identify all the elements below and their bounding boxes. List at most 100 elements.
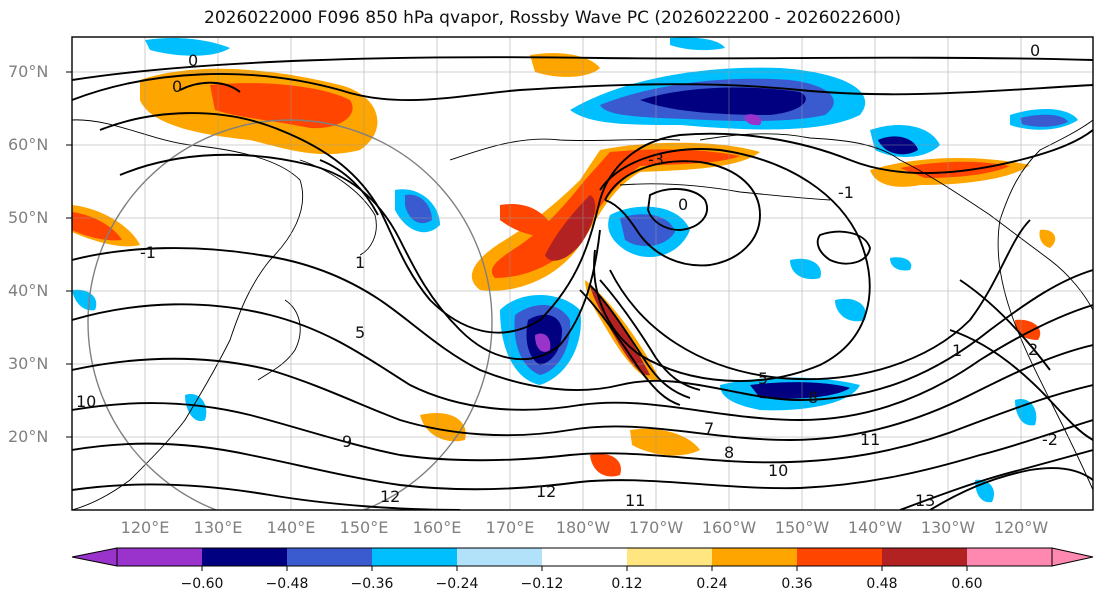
contour-label: 0: [678, 195, 688, 214]
colorbar-segment: [967, 548, 1052, 566]
lon-label-170e: 170°E: [485, 518, 535, 537]
colorbar-segment: [882, 548, 967, 566]
contour-label: 11: [625, 491, 645, 510]
contour-label: 5: [355, 323, 365, 342]
lat-label-50n: 50°N: [8, 208, 49, 227]
contour-line: [579, 289, 681, 406]
colorbar-outline: [116, 547, 1053, 567]
lon-label-120e: 120°E: [120, 518, 170, 537]
colorbar-extend-low: [71, 547, 118, 567]
contour-line: [609, 219, 1031, 381]
colorbar-segment: [797, 548, 882, 566]
contour-label: 8: [808, 388, 818, 407]
colorbar-tick-label: −0.48: [265, 576, 309, 592]
colorbar-extend-high: [1051, 547, 1094, 567]
anomaly-positive-siberia-core: [210, 83, 353, 129]
coastline-aleutians: [619, 183, 831, 201]
contour-line: [119, 153, 601, 361]
coastline-arctic: [449, 138, 681, 161]
colorbar-segment: [372, 548, 457, 566]
contour-label: 1: [952, 341, 962, 360]
contour-label: 10: [76, 392, 96, 411]
contour-line: [72, 419, 1093, 491]
lon-label-140w: 140°W: [847, 518, 903, 537]
anomaly-negative-north: [145, 37, 230, 56]
anomaly-positive-south3: [630, 428, 700, 456]
colorbar-segment: [542, 548, 627, 566]
contour-label: -2: [1042, 430, 1058, 449]
anomaly-negative-japan: [185, 394, 207, 422]
contour-line: [599, 279, 701, 391]
contour-line: [179, 81, 241, 93]
lon-label-160e: 160°E: [412, 518, 462, 537]
contour-label: -1: [838, 183, 854, 202]
contour-line: [604, 160, 761, 267]
contour-label: 8: [724, 443, 734, 462]
map-frame: [71, 36, 1094, 511]
lon-label-180w: 180°W: [555, 518, 611, 537]
colorbar-tick-label: 0.36: [781, 576, 813, 592]
anomaly-negative-center-max: [535, 333, 551, 352]
contour-line: [929, 467, 1093, 510]
colorbar-segment: [457, 548, 542, 566]
coastline-japan: [257, 299, 301, 381]
lon-label-130e: 130°E: [193, 518, 243, 537]
anomaly-negative-mid3: [890, 257, 912, 271]
anomaly-negative-mid1: [790, 258, 821, 280]
colorbar-tick-label: 0.12: [611, 576, 643, 592]
anomaly-positive-south2: [590, 453, 621, 477]
contour-label: -3: [648, 150, 664, 169]
contour-line: [899, 449, 1093, 510]
colorbar-tick-label: 0.48: [866, 576, 898, 592]
anomaly-negative-low-core: [620, 214, 675, 247]
contour-layer: [72, 56, 1093, 510]
reference-circle: [87, 119, 493, 510]
map-title: 2026022000 F096 850 hPa qvapor, Rossby W…: [204, 8, 901, 28]
anomaly-negative-north2: [670, 37, 725, 51]
contour-label: 11: [860, 430, 880, 449]
lon-label-120w: 120°W: [993, 518, 1049, 537]
axis-ticks: [66, 71, 72, 438]
contour-line: [959, 279, 1051, 371]
colorbar-segment: [712, 548, 797, 566]
contour-line: [72, 384, 1093, 464]
anomaly-negative-pacific-core: [750, 382, 850, 399]
contour-line: [647, 188, 708, 231]
anomaly-positive-southeast: [1039, 229, 1056, 248]
contour-label: 1: [355, 253, 365, 272]
contour-label: -1: [140, 243, 156, 262]
contour-label: 0: [188, 51, 198, 70]
colorbar-segment: [202, 548, 287, 566]
anomaly-positive-tongue-core: [590, 285, 650, 376]
colorbar-tick-label: 0.24: [696, 576, 728, 592]
contour-label: 0: [172, 77, 182, 96]
contour-line: [72, 73, 1093, 102]
contour-label: 2: [1028, 340, 1038, 359]
lon-label-170w: 170°W: [628, 518, 684, 537]
contour-line: [72, 344, 1093, 441]
colorbar-tick-label: 0.60: [951, 576, 983, 592]
contour-line: [949, 329, 1093, 441]
colorbar-segment: [627, 548, 712, 566]
colorbar-tick-label: −0.24: [435, 576, 479, 592]
lon-label-140e: 140°E: [266, 518, 316, 537]
anomaly-positive-north: [530, 53, 600, 77]
colorbar-segment: [117, 548, 202, 566]
contour-labels: 0 0 0 -3 0 -1 1 5 5 8 10 11 12 13 12 11 …: [76, 41, 1058, 510]
colorbar-tick-label: −0.12: [520, 576, 564, 592]
contour-line: [72, 483, 461, 510]
contour-label: 13: [915, 491, 935, 510]
anomaly-negative-arctic-max: [744, 114, 762, 126]
anomaly-negative-asia-core: [405, 194, 432, 224]
contour-line: [816, 230, 871, 265]
contour-line: [72, 56, 1093, 81]
contour-line: [72, 303, 1093, 421]
lon-label-150w: 150°W: [774, 518, 830, 537]
anomaly-negative-northeast-core: [1020, 114, 1068, 127]
lat-label-40n: 40°N: [8, 281, 49, 300]
lat-label-30n: 30°N: [8, 354, 49, 373]
colorbar: [71, 547, 1094, 571]
anomaly-negative-arctic-core: [640, 87, 806, 115]
lon-label-150e: 150°E: [339, 518, 389, 537]
